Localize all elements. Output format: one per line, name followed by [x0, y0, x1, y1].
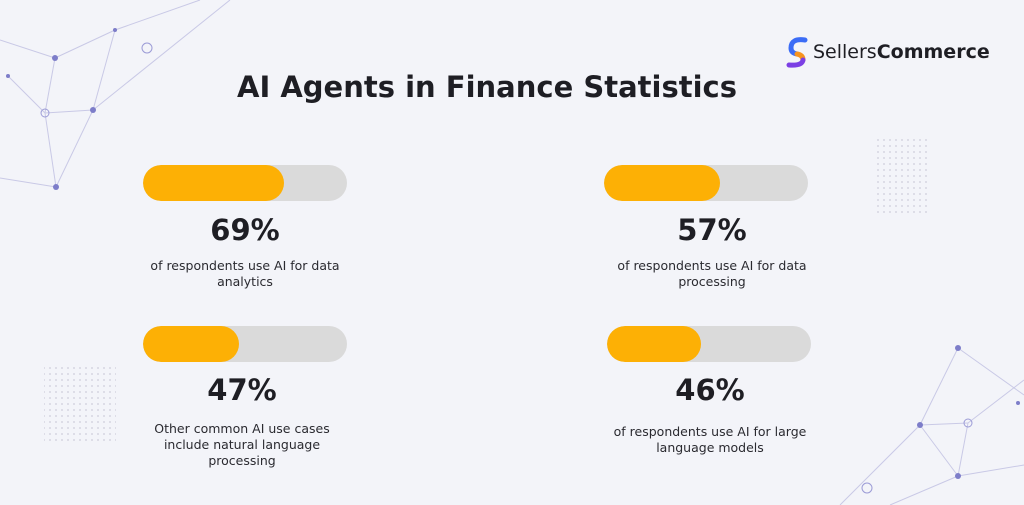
description: of respondents use AI for data processin…	[617, 258, 807, 289]
brand: SellersCommerce	[785, 36, 990, 68]
brand-logo	[786, 37, 808, 68]
progress-track	[143, 326, 347, 362]
progress-fill	[604, 165, 721, 201]
progress-track	[604, 165, 808, 201]
brand-bold: Commerce	[876, 41, 990, 63]
value-label: 47%	[207, 373, 277, 407]
progress-track	[607, 326, 811, 362]
value-label: 57%	[677, 213, 747, 247]
progress-fill	[143, 165, 284, 201]
description: of respondents use AI for large language…	[613, 424, 807, 455]
description: of respondents use AI for data analytics	[150, 258, 340, 289]
progress-fill	[143, 326, 239, 362]
title: AI Agents in Finance Statistics	[237, 70, 737, 104]
value-label: 69%	[210, 213, 280, 247]
description: Other common AI use cases include natura…	[154, 421, 330, 468]
progress-track	[143, 165, 347, 201]
value-label: 46%	[675, 373, 745, 407]
brand-light: Sellers	[813, 41, 877, 63]
progress-fill	[607, 326, 701, 362]
